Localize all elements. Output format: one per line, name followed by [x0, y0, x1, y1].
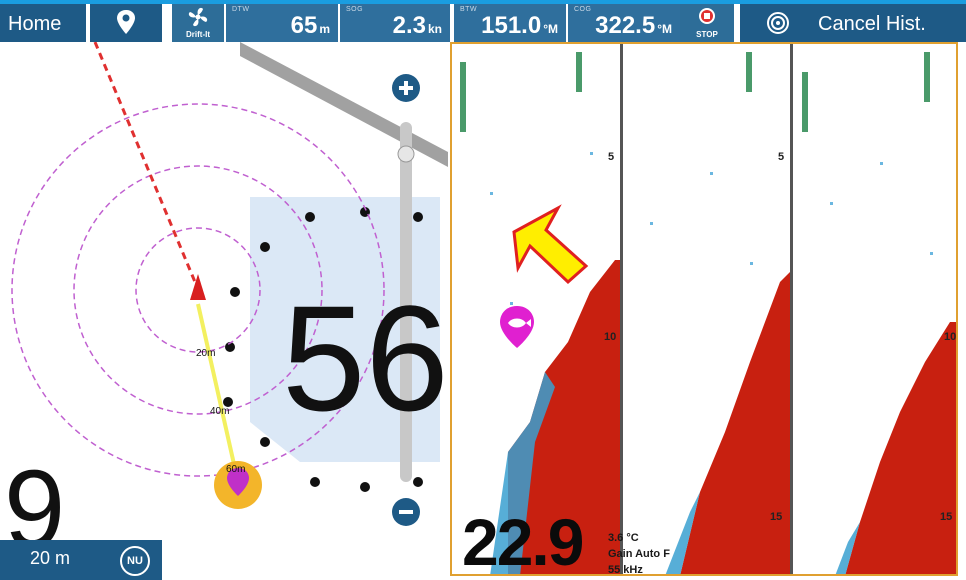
- stop-icon: [699, 8, 715, 24]
- seabed-return: [680, 272, 790, 576]
- sog-field[interactable]: SOG 2.3 kn: [340, 4, 450, 42]
- sog-value: 2.3: [392, 12, 426, 39]
- dtw-label: DTW: [232, 6, 250, 13]
- cancel-history-button[interactable]: Cancel Hist.: [740, 4, 966, 42]
- fish-marker-icon: [227, 468, 249, 496]
- water-temperature: 3.6 °C: [608, 532, 639, 544]
- frequency-readout: 55 kHz: [608, 564, 643, 576]
- home-label: Home: [8, 13, 62, 35]
- chart-map-panel[interactable]: 20m 40m 60m 56 9 20 m NU: [0, 42, 448, 580]
- depth-readout: 22.9: [462, 505, 584, 579]
- drift-it-label: Drift-It: [186, 30, 210, 39]
- map-canvas: 20m 40m 60m 56 9: [4, 42, 448, 571]
- drift-track: [196, 303, 240, 483]
- stop-button[interactable]: STOP: [680, 4, 734, 42]
- home-button[interactable]: Home: [0, 4, 86, 42]
- btw-value: 151.0: [481, 12, 542, 39]
- sog-unit: kn: [427, 22, 442, 36]
- cog-label: COG: [574, 6, 592, 13]
- dtw-unit: m: [319, 22, 330, 36]
- depth-mark-10: 10: [604, 331, 616, 343]
- zoom-slider-track[interactable]: [400, 122, 412, 482]
- bar-divider: [86, 4, 88, 42]
- btw-label: BTW: [460, 6, 478, 13]
- target-icon: [767, 12, 789, 34]
- scale-bar: 20 m NU: [0, 540, 162, 580]
- ring-label-40m: 40m: [210, 406, 229, 417]
- gain-setting: Gain Auto F: [608, 548, 670, 560]
- seabed-edge-return: [490, 372, 555, 576]
- drift-it-button[interactable]: Drift-It: [172, 4, 224, 42]
- sog-label: SOG: [346, 6, 364, 13]
- top-accent-line: [0, 0, 966, 4]
- depth-mark-10: 10: [944, 331, 956, 343]
- sonar-column-divider: [620, 42, 623, 576]
- sonar-canvas: 5 5 10 10 15 15: [460, 42, 956, 576]
- shoal-area: [250, 197, 440, 462]
- ring-label-60m: 60m: [226, 464, 245, 475]
- top-bar: Home Drift-It DTW 65 m SOG 2.3 kn: [0, 0, 966, 46]
- cog-field[interactable]: COG 322.5 °M: [568, 4, 680, 42]
- seabed-edge-return: [835, 522, 860, 576]
- location-pin-icon: [117, 10, 135, 34]
- depth-mark-5: 5: [608, 151, 614, 163]
- sonar-frame: [450, 42, 958, 576]
- fish-icon: [508, 318, 531, 328]
- fan-icon: [188, 7, 208, 27]
- vessel-icon: [190, 274, 206, 300]
- seabed-return: [845, 322, 956, 576]
- dtw-field[interactable]: DTW 65 m: [226, 4, 338, 42]
- sonar-panel[interactable]: 5 5 10 10 15 15 22.9 3.6 °C Gain Auto F …: [450, 42, 966, 580]
- cog-value: 322.5: [595, 12, 656, 39]
- waypoint-button[interactable]: [90, 4, 162, 42]
- btw-field[interactable]: BTW 151.0 °M: [454, 4, 566, 42]
- scale-label: 20 m: [30, 548, 71, 568]
- cog-unit: °M: [657, 22, 672, 36]
- shoreline: [240, 42, 448, 167]
- route-line: [93, 42, 197, 283]
- btw-unit: °M: [543, 22, 558, 36]
- fish-waypoint-marker[interactable]: [500, 306, 534, 348]
- sonar-column-divider: [790, 42, 793, 576]
- stop-label: STOP: [696, 30, 718, 39]
- minus-icon[interactable]: [392, 498, 420, 526]
- depth-sounding-56: 56: [282, 274, 448, 442]
- dtw-value: 65: [290, 12, 318, 39]
- surface-clutter: [460, 52, 930, 132]
- depth-mark-15: 15: [940, 511, 952, 523]
- arrow-icon: [512, 204, 589, 285]
- seabed-return: [508, 260, 620, 576]
- plus-icon[interactable]: [392, 74, 420, 102]
- seabed-edge-return: [665, 492, 700, 576]
- range-rings: [11, 103, 385, 477]
- depth-mark-5: 5: [778, 151, 784, 163]
- zoom-slider-handle[interactable]: [397, 145, 415, 163]
- depth-mark-15: 15: [770, 511, 782, 523]
- ring-label-20m: 20m: [196, 348, 215, 359]
- cancel-history-label: Cancel Hist.: [818, 13, 926, 35]
- orientation-button[interactable]: NU: [120, 546, 150, 576]
